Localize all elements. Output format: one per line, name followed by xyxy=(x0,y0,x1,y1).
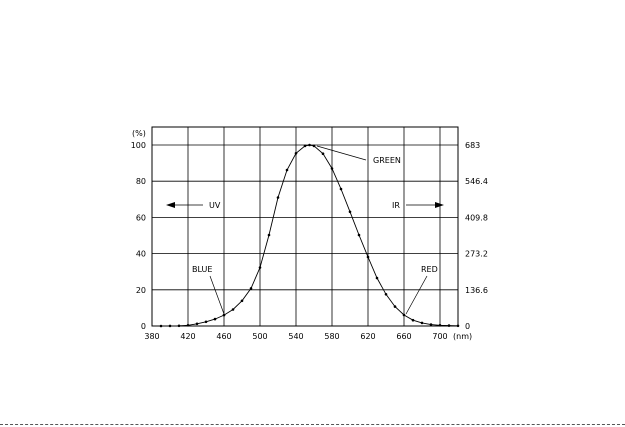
data-point xyxy=(393,305,397,308)
x-tick-label: 380 xyxy=(144,332,159,341)
data-point xyxy=(384,293,388,296)
y-tick-label-right: 136.6 xyxy=(465,286,488,295)
data-point xyxy=(312,144,316,148)
x-tick-label: 420 xyxy=(180,332,195,341)
data-point xyxy=(303,144,307,148)
data-point xyxy=(240,299,244,303)
data-point xyxy=(321,152,325,155)
data-point xyxy=(258,266,262,269)
data-point xyxy=(447,324,451,327)
y-tick-label-right: 546.4 xyxy=(465,177,488,186)
y-tick-label-left: 80 xyxy=(136,177,146,186)
ir-arrow xyxy=(406,202,444,208)
uv-arrow xyxy=(166,202,203,208)
tick-labels: 380 420 460 500 540 580 620 660 700 0 0 20 136.6 40 27… xyxy=(131,141,488,341)
ir-label: IR xyxy=(392,201,400,210)
data-point xyxy=(222,313,226,317)
x-tick-label: 580 xyxy=(324,332,339,341)
bottom-divider xyxy=(0,424,625,425)
y-tick-label-right: 273.2 xyxy=(465,250,488,259)
data-point xyxy=(375,276,379,280)
data-point xyxy=(348,210,352,214)
y-tick-label-left: 60 xyxy=(136,213,146,222)
data-point xyxy=(204,320,208,324)
data-point xyxy=(294,152,298,155)
series-line xyxy=(160,144,459,327)
data-point xyxy=(213,317,217,321)
data-point xyxy=(276,196,280,199)
data-point xyxy=(402,313,406,317)
y-tick-label-left: 20 xyxy=(136,286,146,295)
y-tick-label-right: 409.8 xyxy=(465,213,488,222)
red-leader xyxy=(405,275,428,315)
y-unit-left: (%) xyxy=(132,129,146,138)
x-tick-label: 620 xyxy=(360,332,375,341)
data-point xyxy=(438,324,442,327)
data-point xyxy=(429,323,433,326)
data-point xyxy=(231,308,235,311)
x-tick-label: 700 xyxy=(432,332,447,341)
red-label: RED xyxy=(421,265,438,274)
data-point xyxy=(357,233,361,237)
y-tick-label-left: 40 xyxy=(136,250,146,259)
data-point xyxy=(168,324,172,328)
y-tick-label-right: 683 xyxy=(465,141,480,150)
data-point xyxy=(308,143,311,147)
blue-label: BLUE xyxy=(192,265,212,274)
data-point xyxy=(285,168,289,172)
data-point xyxy=(339,187,343,191)
y-tick-label-left: 0 xyxy=(141,322,146,331)
data-point xyxy=(267,233,271,237)
data-point xyxy=(186,324,190,327)
x-tick-label: 540 xyxy=(288,332,303,341)
data-point xyxy=(456,324,460,328)
data-point xyxy=(159,324,163,328)
green-label: GREEN xyxy=(373,156,401,165)
data-point xyxy=(420,321,424,325)
green-leader xyxy=(316,145,367,161)
y-tick-label-left: 100 xyxy=(131,141,146,150)
x-tick-label: 660 xyxy=(396,332,411,341)
x-unit: (nm) xyxy=(453,332,472,341)
data-point xyxy=(195,322,199,326)
data-point xyxy=(330,167,334,170)
data-point xyxy=(249,287,253,290)
x-tick-label: 460 xyxy=(216,332,231,341)
x-tick-label: 500 xyxy=(252,332,267,341)
y-tick-label-right: 0 xyxy=(465,322,470,331)
grid xyxy=(152,127,458,326)
curve xyxy=(159,143,460,328)
plot-frame xyxy=(151,126,459,327)
data-point xyxy=(177,324,181,328)
data-point xyxy=(366,255,370,259)
uv-label: UV xyxy=(209,201,221,210)
blue-leader xyxy=(209,275,225,315)
data-point xyxy=(411,318,415,322)
